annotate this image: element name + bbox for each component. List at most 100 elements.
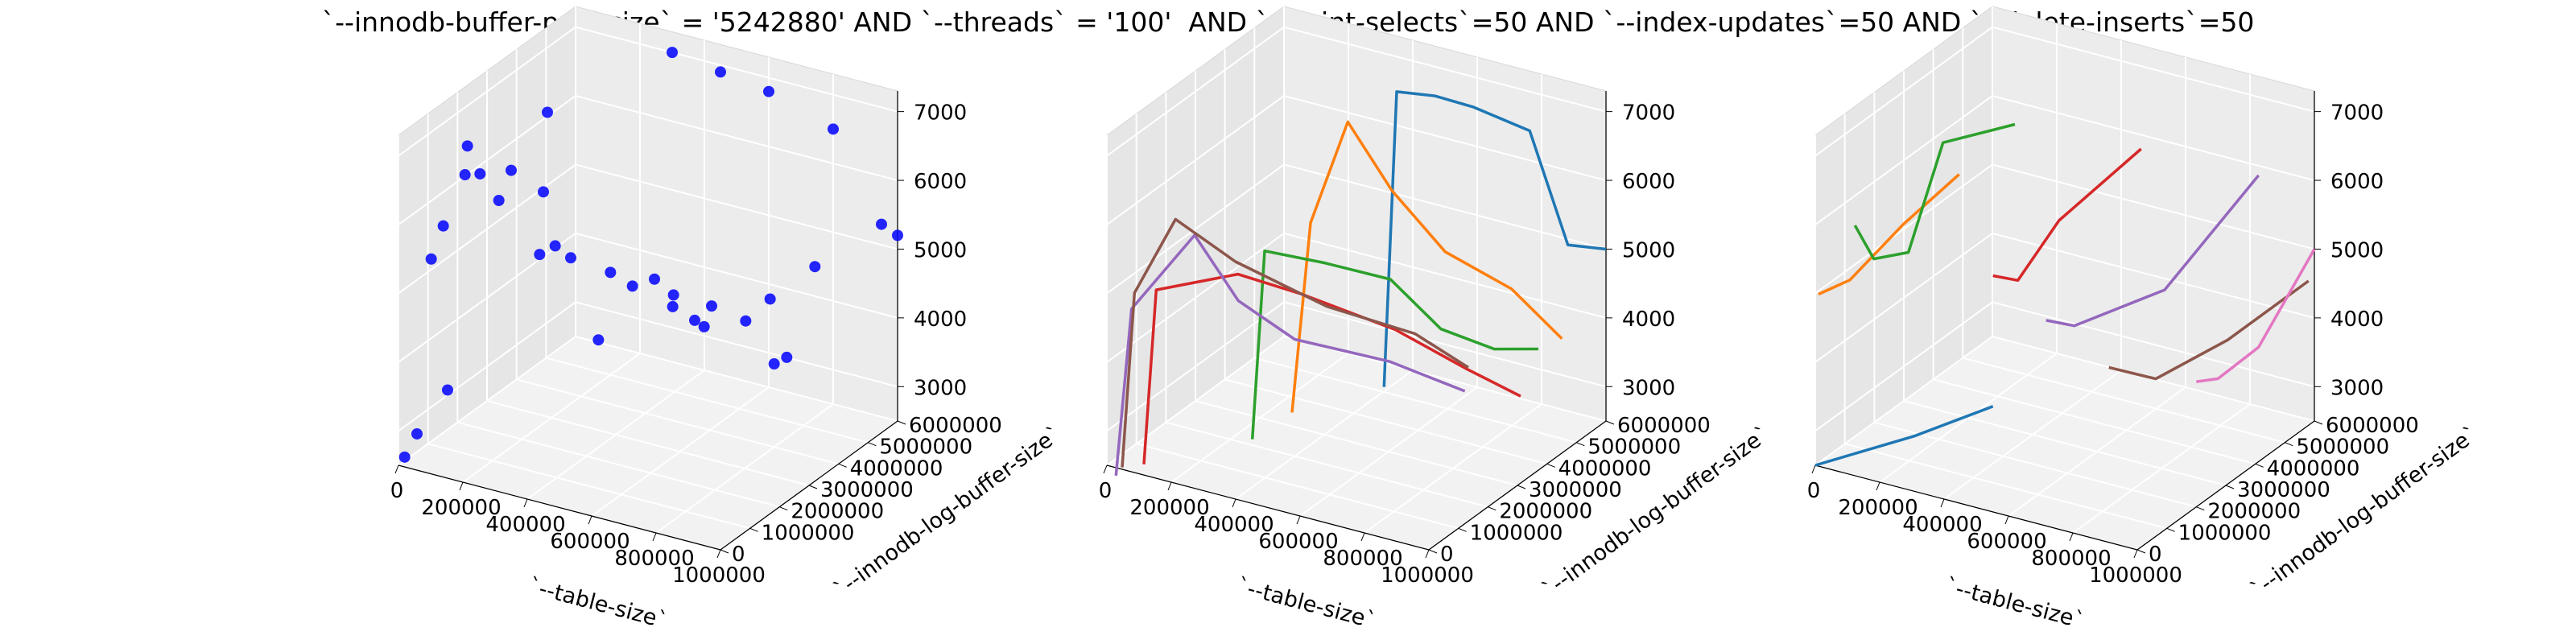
- z-tick-label: 6000: [1622, 170, 1675, 194]
- x-tick-mark: [1876, 481, 1880, 491]
- x-tick-label: 600000: [1258, 530, 1338, 554]
- gridline: [427, 443, 750, 530]
- y-tick-label: 6000000: [909, 414, 1002, 438]
- gridline: [1903, 400, 2227, 486]
- data-point: [425, 253, 437, 265]
- y-tick-mark: [897, 420, 906, 425]
- z-tick-label: 7000: [1622, 101, 1675, 126]
- x-tick-mark: [716, 549, 721, 559]
- x-tick-label: 0: [1807, 479, 1821, 503]
- x-tick-mark: [1296, 515, 1301, 525]
- y-tick-mark: [1576, 442, 1585, 447]
- y-tick-label: 2000000: [2207, 500, 2301, 524]
- y-tick-label: 2000000: [791, 500, 884, 524]
- gridline: [575, 163, 898, 250]
- x-tick-mark: [1232, 498, 1236, 508]
- data-point: [876, 218, 887, 230]
- x-tick-label: 800000: [1323, 547, 1402, 571]
- y-tick-label: 3000000: [820, 478, 914, 502]
- x-tick-mark: [588, 515, 592, 525]
- gridline: [1195, 400, 1518, 486]
- y-tick-label: 6000000: [1617, 414, 1711, 438]
- gridline: [1933, 378, 2256, 465]
- series-line-1: [1382, 90, 1607, 387]
- x-tick-label: 200000: [421, 496, 501, 520]
- y-tick-label: 4000000: [1558, 456, 1652, 481]
- data-point: [398, 451, 411, 463]
- gridline: [1283, 232, 1607, 319]
- data-point: [534, 249, 546, 261]
- y-tick-mark: [2196, 506, 2205, 511]
- x-axis-label: `--table-size`: [1234, 574, 1378, 634]
- data-point: [828, 123, 839, 135]
- x-tick-mark: [1940, 498, 1945, 508]
- gridline: [1992, 95, 2315, 182]
- data-point: [764, 293, 776, 305]
- data-point: [706, 300, 717, 312]
- gridline: [1106, 233, 1285, 363]
- data-point: [698, 320, 710, 332]
- z-tick-label: 7000: [2330, 101, 2384, 126]
- x-tick-mark: [2133, 549, 2138, 559]
- gridline: [1254, 357, 1577, 444]
- data-point: [437, 220, 449, 232]
- gridline: [1814, 26, 1993, 157]
- gridline: [398, 233, 576, 363]
- gridline: [457, 421, 780, 508]
- data-point: [626, 280, 638, 292]
- gridline: [1283, 26, 1607, 113]
- gridline: [1283, 163, 1607, 250]
- data-point: [506, 164, 517, 176]
- gridline: [1992, 163, 2315, 250]
- gridline: [1106, 163, 1285, 295]
- y-tick-label: 5000000: [2296, 436, 2389, 460]
- gridline: [1992, 26, 2315, 113]
- gridline: [1106, 301, 1285, 432]
- gridline: [1963, 357, 2285, 444]
- series-line-5: [1114, 233, 1466, 476]
- data-point: [538, 186, 549, 198]
- x-tick-mark: [459, 481, 464, 491]
- gridline: [575, 336, 898, 422]
- y-tick-label: 0: [1440, 543, 1454, 567]
- y-tick-mark: [2136, 549, 2146, 554]
- gridline: [1283, 95, 1607, 182]
- series-line-7: [2196, 248, 2316, 383]
- x-tick-label: 1000000: [2089, 564, 2182, 588]
- y-tick-label: 5000000: [879, 436, 972, 460]
- x-axis-line: [398, 464, 721, 551]
- series-line-3: [1853, 122, 2016, 261]
- x-axis-line: [1106, 464, 1430, 551]
- data-point: [781, 351, 793, 363]
- x-tick-mark: [1425, 549, 1430, 559]
- x-tick-mark: [1167, 481, 1172, 491]
- y-tick-mark: [1488, 506, 1496, 511]
- series-line-1: [1814, 405, 1994, 467]
- gridline: [1283, 301, 1607, 388]
- data-point: [763, 85, 774, 97]
- z-tick-label: 5000: [1622, 238, 1675, 262]
- y-tick-mark: [2314, 420, 2323, 425]
- x-tick-label: 400000: [1902, 513, 1982, 537]
- x-tick-mark: [523, 498, 528, 508]
- x-tick-mark: [1103, 464, 1108, 474]
- y-tick-label: 0: [732, 543, 745, 567]
- y-tick-mark: [1517, 485, 1526, 489]
- data-point: [768, 357, 780, 369]
- data-point: [892, 229, 903, 242]
- z-tick-label: 4000: [914, 308, 967, 332]
- z-tick-label: 3000: [914, 376, 967, 400]
- x-tick-mark: [652, 532, 657, 542]
- y-tick-label: 1000000: [1470, 521, 1563, 545]
- x-axis-label: `--table-size`: [526, 574, 670, 634]
- chart-panel-3: 0200000400000600000800000100000001000000…: [1807, 6, 2483, 634]
- gridline: [1874, 421, 2197, 508]
- x-tick-label: 1000000: [1381, 564, 1474, 588]
- x-tick-mark: [2069, 532, 2074, 542]
- y-tick-mark: [1428, 549, 1438, 554]
- series-line-2: [1818, 173, 1960, 296]
- gridline: [1136, 443, 1459, 530]
- x-tick-label: 0: [390, 479, 404, 503]
- y-tick-mark: [2166, 527, 2175, 532]
- y-tick-label: 2000000: [1499, 500, 1592, 524]
